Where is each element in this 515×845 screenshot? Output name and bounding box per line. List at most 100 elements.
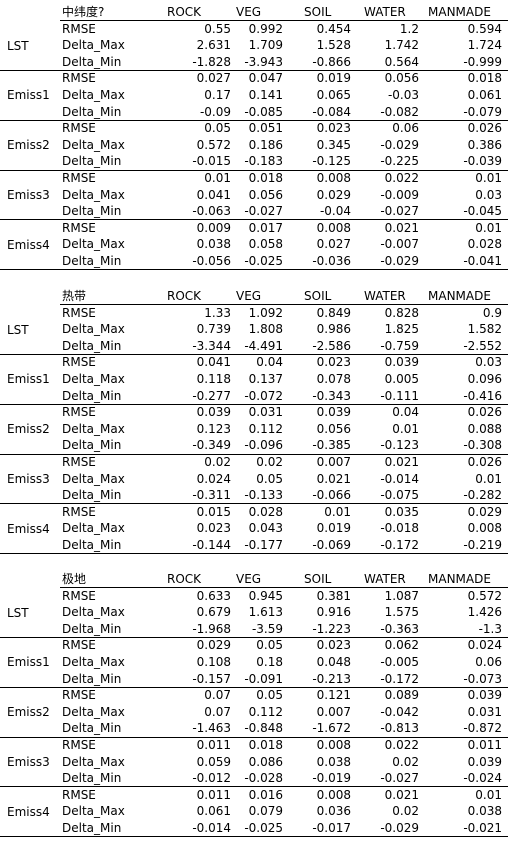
value-cell: -0.219 <box>463 538 502 552</box>
column-header-rock: ROCK <box>167 572 202 586</box>
value-cell: 0.18 <box>256 655 283 669</box>
value-cell: 1.825 <box>384 322 419 337</box>
value-cell: -0.025 <box>244 254 283 268</box>
column-header-water: WATER <box>364 289 406 303</box>
metric-label: RMSE <box>62 355 96 370</box>
value-cell: 0.027 <box>316 237 351 252</box>
table-row: Delta_Max 0.123 0.112 0.056 0.01 0.088 <box>0 421 515 438</box>
value-cell: 0.005 <box>384 372 419 386</box>
value-cell: -0.416 <box>463 388 502 403</box>
header-divider <box>60 587 508 589</box>
table-row: Delta_Min -0.063 -0.027 -0.04 -0.027 -0.045 <box>0 203 515 220</box>
value-cell: 0.038 <box>316 754 351 769</box>
value-cell: -0.029 <box>380 254 419 268</box>
table-row: RMSE 0.029 0.05 0.023 0.062 0.024 <box>0 637 515 654</box>
value-cell: -0.848 <box>244 721 283 736</box>
table-row: Delta_Min -0.144 -0.177 -0.069 -0.172 -0.219 <box>0 537 515 554</box>
value-cell: 0.011 <box>467 738 502 752</box>
table-row: RMSE 0.01 0.018 0.008 0.022 0.01 <box>0 170 515 187</box>
section-title: 中纬度? <box>62 5 105 19</box>
value-cell: -0.025 <box>244 821 283 835</box>
value-cell: 0.01 <box>475 471 502 486</box>
value-cell: 2.631 <box>196 38 231 53</box>
metric-label: Delta_Min <box>62 254 122 268</box>
value-cell: 0.01 <box>475 787 502 802</box>
value-cell: 0.035 <box>384 504 419 519</box>
value-cell: 0.986 <box>316 322 351 337</box>
value-cell: 0.141 <box>248 88 283 102</box>
table-row: Delta_Max 0.17 0.141 0.065 -0.03 0.061 <box>0 87 515 104</box>
group-divider <box>0 169 508 171</box>
value-cell: -0.111 <box>380 388 419 403</box>
value-cell: 1.087 <box>384 588 419 603</box>
value-cell: 0.026 <box>467 405 502 420</box>
column-header-manmade: MANMADE <box>428 572 491 586</box>
table-row: Delta_Min -0.012 -0.028 -0.019 -0.027 -0.024 <box>0 770 515 787</box>
value-cell: -0.082 <box>380 104 419 119</box>
metric-label: Delta_Min <box>62 488 122 503</box>
value-cell: -0.277 <box>192 388 231 403</box>
value-cell: 0.849 <box>316 305 351 320</box>
value-cell: -0.024 <box>463 771 502 786</box>
value-cell: 0.028 <box>467 237 502 252</box>
value-cell: 0.008 <box>316 787 351 802</box>
group-divider <box>0 736 508 738</box>
value-cell: -2.586 <box>312 338 351 353</box>
value-cell: 1.2 <box>399 21 419 36</box>
column-header-veg: VEG <box>236 289 262 303</box>
value-cell: 0.028 <box>248 504 283 519</box>
value-cell: 0.023 <box>196 521 231 536</box>
header-divider <box>60 304 508 306</box>
table-row: RMSE 0.011 0.018 0.008 0.022 0.011 <box>0 737 515 754</box>
value-cell: 0.118 <box>196 372 231 386</box>
value-cell: 0.056 <box>384 71 419 86</box>
table-row: Delta_Max 0.061 0.079 0.036 0.02 0.038 <box>0 803 515 820</box>
value-cell: -0.866 <box>312 54 351 69</box>
value-cell: 0.088 <box>467 421 502 436</box>
value-cell: -1.3 <box>478 621 502 636</box>
group-label-emiss2: Emiss2 <box>7 705 50 720</box>
table-row: Delta_Min -0.056 -0.025 -0.036 -0.029 -0.041 <box>0 253 515 270</box>
metric-label: Delta_Min <box>62 338 122 353</box>
value-cell: 0.386 <box>467 137 502 152</box>
value-cell: 0.01 <box>392 421 419 436</box>
table-row: RMSE 0.041 0.04 0.023 0.039 0.03 <box>0 354 515 371</box>
value-cell: -0.03 <box>387 88 419 102</box>
value-cell: 0.137 <box>248 372 283 386</box>
value-cell: 0.018 <box>248 738 283 752</box>
value-cell: -0.363 <box>380 621 419 636</box>
value-cell: 1.742 <box>384 38 419 53</box>
value-cell: -0.028 <box>244 771 283 786</box>
metric-label: Delta_Min <box>62 538 122 552</box>
value-cell: -1.463 <box>192 721 231 736</box>
value-cell: 0.008 <box>316 738 351 752</box>
group-divider <box>0 686 508 688</box>
table-row: RMSE 1.33 1.092 0.849 0.828 0.9 <box>0 305 515 322</box>
group-divider <box>0 503 508 505</box>
value-cell: 0.026 <box>467 121 502 136</box>
metric-label: Delta_Min <box>62 104 122 119</box>
value-cell: 0.089 <box>384 688 419 703</box>
value-cell: -0.385 <box>312 438 351 453</box>
value-cell: 0.026 <box>467 455 502 469</box>
value-cell: 0.024 <box>196 471 231 486</box>
group-label-emiss3: Emiss3 <box>7 471 50 486</box>
metric-label: Delta_Max <box>62 372 125 386</box>
metric-label: RMSE <box>62 787 96 802</box>
value-cell: 0.022 <box>384 171 419 185</box>
value-cell: -0.172 <box>380 538 419 552</box>
value-cell: 0.05 <box>256 688 283 703</box>
value-cell: 0.047 <box>248 71 283 86</box>
value-cell: 0.041 <box>196 187 231 202</box>
metric-label: RMSE <box>62 305 96 320</box>
column-header-water: WATER <box>364 572 406 586</box>
section-title: 热带 <box>62 289 87 303</box>
table-row: Delta_Max 0.07 0.112 0.007 -0.042 0.031 <box>0 704 515 721</box>
value-cell: 0.17 <box>204 88 231 102</box>
group-label-emiss4: Emiss4 <box>7 804 50 819</box>
value-cell: 0.05 <box>204 121 231 136</box>
group-divider <box>0 119 508 121</box>
column-header-rock: ROCK <box>167 289 202 303</box>
table-row: Delta_Max 0.118 0.137 0.078 0.005 0.096 <box>0 371 515 388</box>
value-cell: 0.009 <box>196 220 231 235</box>
